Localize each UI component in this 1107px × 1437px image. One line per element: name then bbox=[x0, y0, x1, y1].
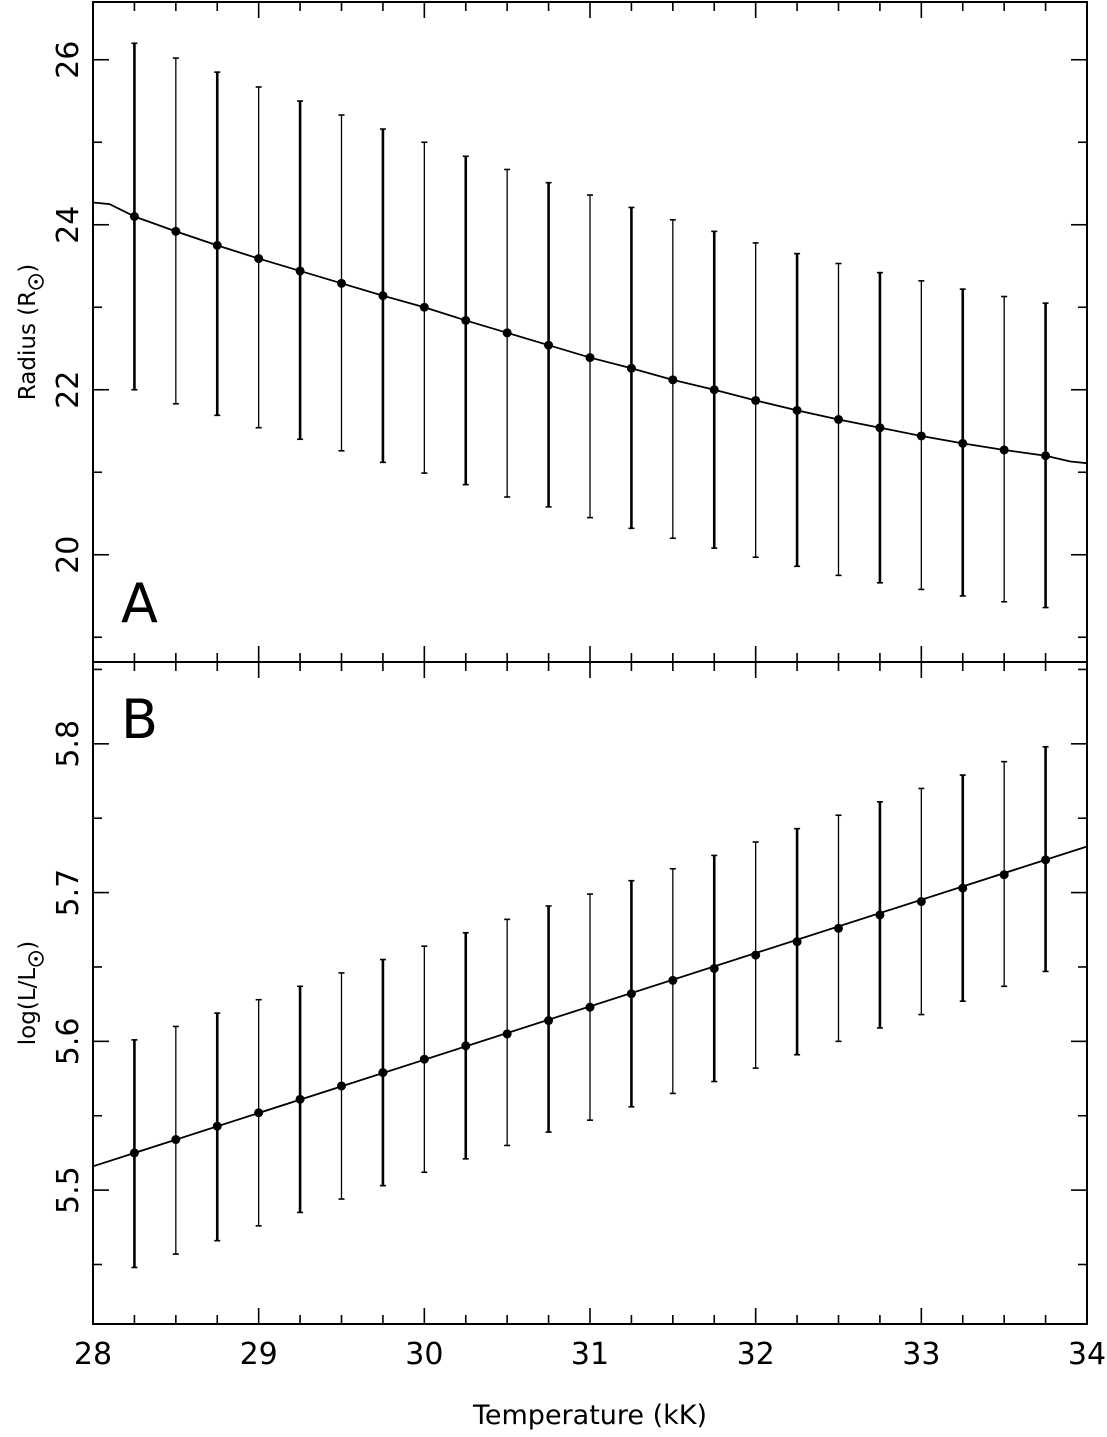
panel-b-data-point bbox=[668, 975, 678, 985]
panel-a-y-tick-label: 20 bbox=[51, 536, 86, 574]
panel-a-data-point bbox=[419, 302, 429, 312]
x-tick-label: 32 bbox=[737, 1337, 775, 1372]
panel-b-y-axis-label-close: ) bbox=[15, 941, 41, 950]
panel-a-data-point bbox=[834, 414, 843, 424]
panel-a-data-point bbox=[461, 315, 471, 325]
panel-b-data-point bbox=[999, 870, 1009, 880]
panel-b-data-point bbox=[875, 910, 885, 920]
panel-b-y-tick-label: 5.8 bbox=[51, 720, 86, 768]
panel-a-data-point bbox=[958, 438, 968, 448]
panel-b-data-point bbox=[916, 897, 926, 907]
panel-b-data-point bbox=[544, 1016, 554, 1026]
panel-a-y-tick-label: 22 bbox=[51, 371, 86, 409]
panel-a-data-point bbox=[585, 353, 595, 363]
sun-symbol bbox=[28, 950, 44, 967]
panel-a-y-axis-label-close: ) bbox=[15, 264, 41, 273]
x-tick-label: 34 bbox=[1068, 1337, 1106, 1372]
panel-a-y-tick-label: 26 bbox=[51, 41, 86, 79]
panel-b-data-point bbox=[709, 963, 719, 973]
sun-symbol bbox=[28, 273, 44, 290]
panel-b-data-point bbox=[254, 1108, 264, 1118]
panel-b-data-point bbox=[751, 950, 761, 960]
panel-b-y-tick-label: 5.5 bbox=[51, 1166, 86, 1214]
panel-a-y-tick-label: 24 bbox=[51, 206, 86, 244]
panel-a-data-point bbox=[792, 405, 802, 415]
panel-b-data-point bbox=[337, 1081, 346, 1091]
panel-b-data-point bbox=[585, 1002, 595, 1012]
panel-a-data-point bbox=[212, 240, 222, 250]
panel-a-data-point bbox=[668, 375, 678, 385]
panel-a-data-point bbox=[916, 431, 926, 441]
x-tick-label: 31 bbox=[571, 1337, 609, 1372]
panel-a-data-point bbox=[502, 328, 512, 338]
x-axis-label: Temperature (kK) bbox=[472, 1400, 707, 1431]
panel-b-data-point bbox=[1041, 855, 1051, 865]
panel-a-data-point bbox=[129, 212, 139, 221]
panel-a-data-point bbox=[544, 340, 554, 350]
panel-a-data-point bbox=[626, 363, 636, 373]
panel-b-y-tick-label: 5.6 bbox=[51, 1017, 86, 1065]
sun-symbol-dot bbox=[34, 279, 38, 284]
panel-a-data-point bbox=[1041, 451, 1051, 461]
panel-b-y-axis-label: log(L/L) bbox=[15, 941, 44, 1046]
panel-b-letter: B bbox=[121, 688, 158, 751]
panel-a-data-point bbox=[171, 226, 181, 236]
panel-b-data-point bbox=[958, 883, 968, 893]
x-tick-label: 33 bbox=[902, 1337, 940, 1372]
panel-b-data-point bbox=[295, 1094, 305, 1104]
panel-a-data-point bbox=[875, 423, 885, 433]
panel-b-data-point bbox=[212, 1121, 222, 1131]
panel-a-data-point bbox=[254, 254, 264, 264]
panel-b-y-axis-label-text: log(L/L bbox=[15, 968, 41, 1046]
panel-a-y-axis-label: Radius (R) bbox=[15, 264, 44, 400]
x-tick-label: 28 bbox=[74, 1337, 112, 1372]
panel-b-data-point bbox=[171, 1135, 181, 1145]
panel-a-data-point bbox=[295, 266, 305, 276]
panel-b-data-point bbox=[378, 1068, 388, 1078]
panel-b-data-point bbox=[792, 937, 802, 947]
panel-b-y-tick-label: 5.7 bbox=[51, 869, 86, 917]
panel-a-data-point bbox=[999, 445, 1009, 455]
panel-b-data-point bbox=[419, 1054, 429, 1064]
panel-b-data-point bbox=[129, 1148, 139, 1158]
panel-a-data-point bbox=[378, 291, 388, 301]
x-tick-label: 30 bbox=[405, 1337, 443, 1372]
panel-b-data-point bbox=[626, 989, 636, 999]
panel-a-data-point bbox=[709, 385, 719, 395]
panel-a-y-axis-label-text: Radius (R bbox=[15, 291, 41, 400]
x-tick-label: 29 bbox=[240, 1337, 278, 1372]
panel-a-data-point bbox=[337, 278, 346, 288]
panel-a-letter: A bbox=[121, 572, 158, 635]
panel-b-data-point bbox=[502, 1029, 512, 1039]
panel-b-data-point bbox=[461, 1041, 471, 1051]
panel-b-data-point bbox=[834, 923, 843, 933]
sun-symbol-dot bbox=[34, 956, 38, 961]
panel-a-data-point bbox=[751, 395, 761, 405]
